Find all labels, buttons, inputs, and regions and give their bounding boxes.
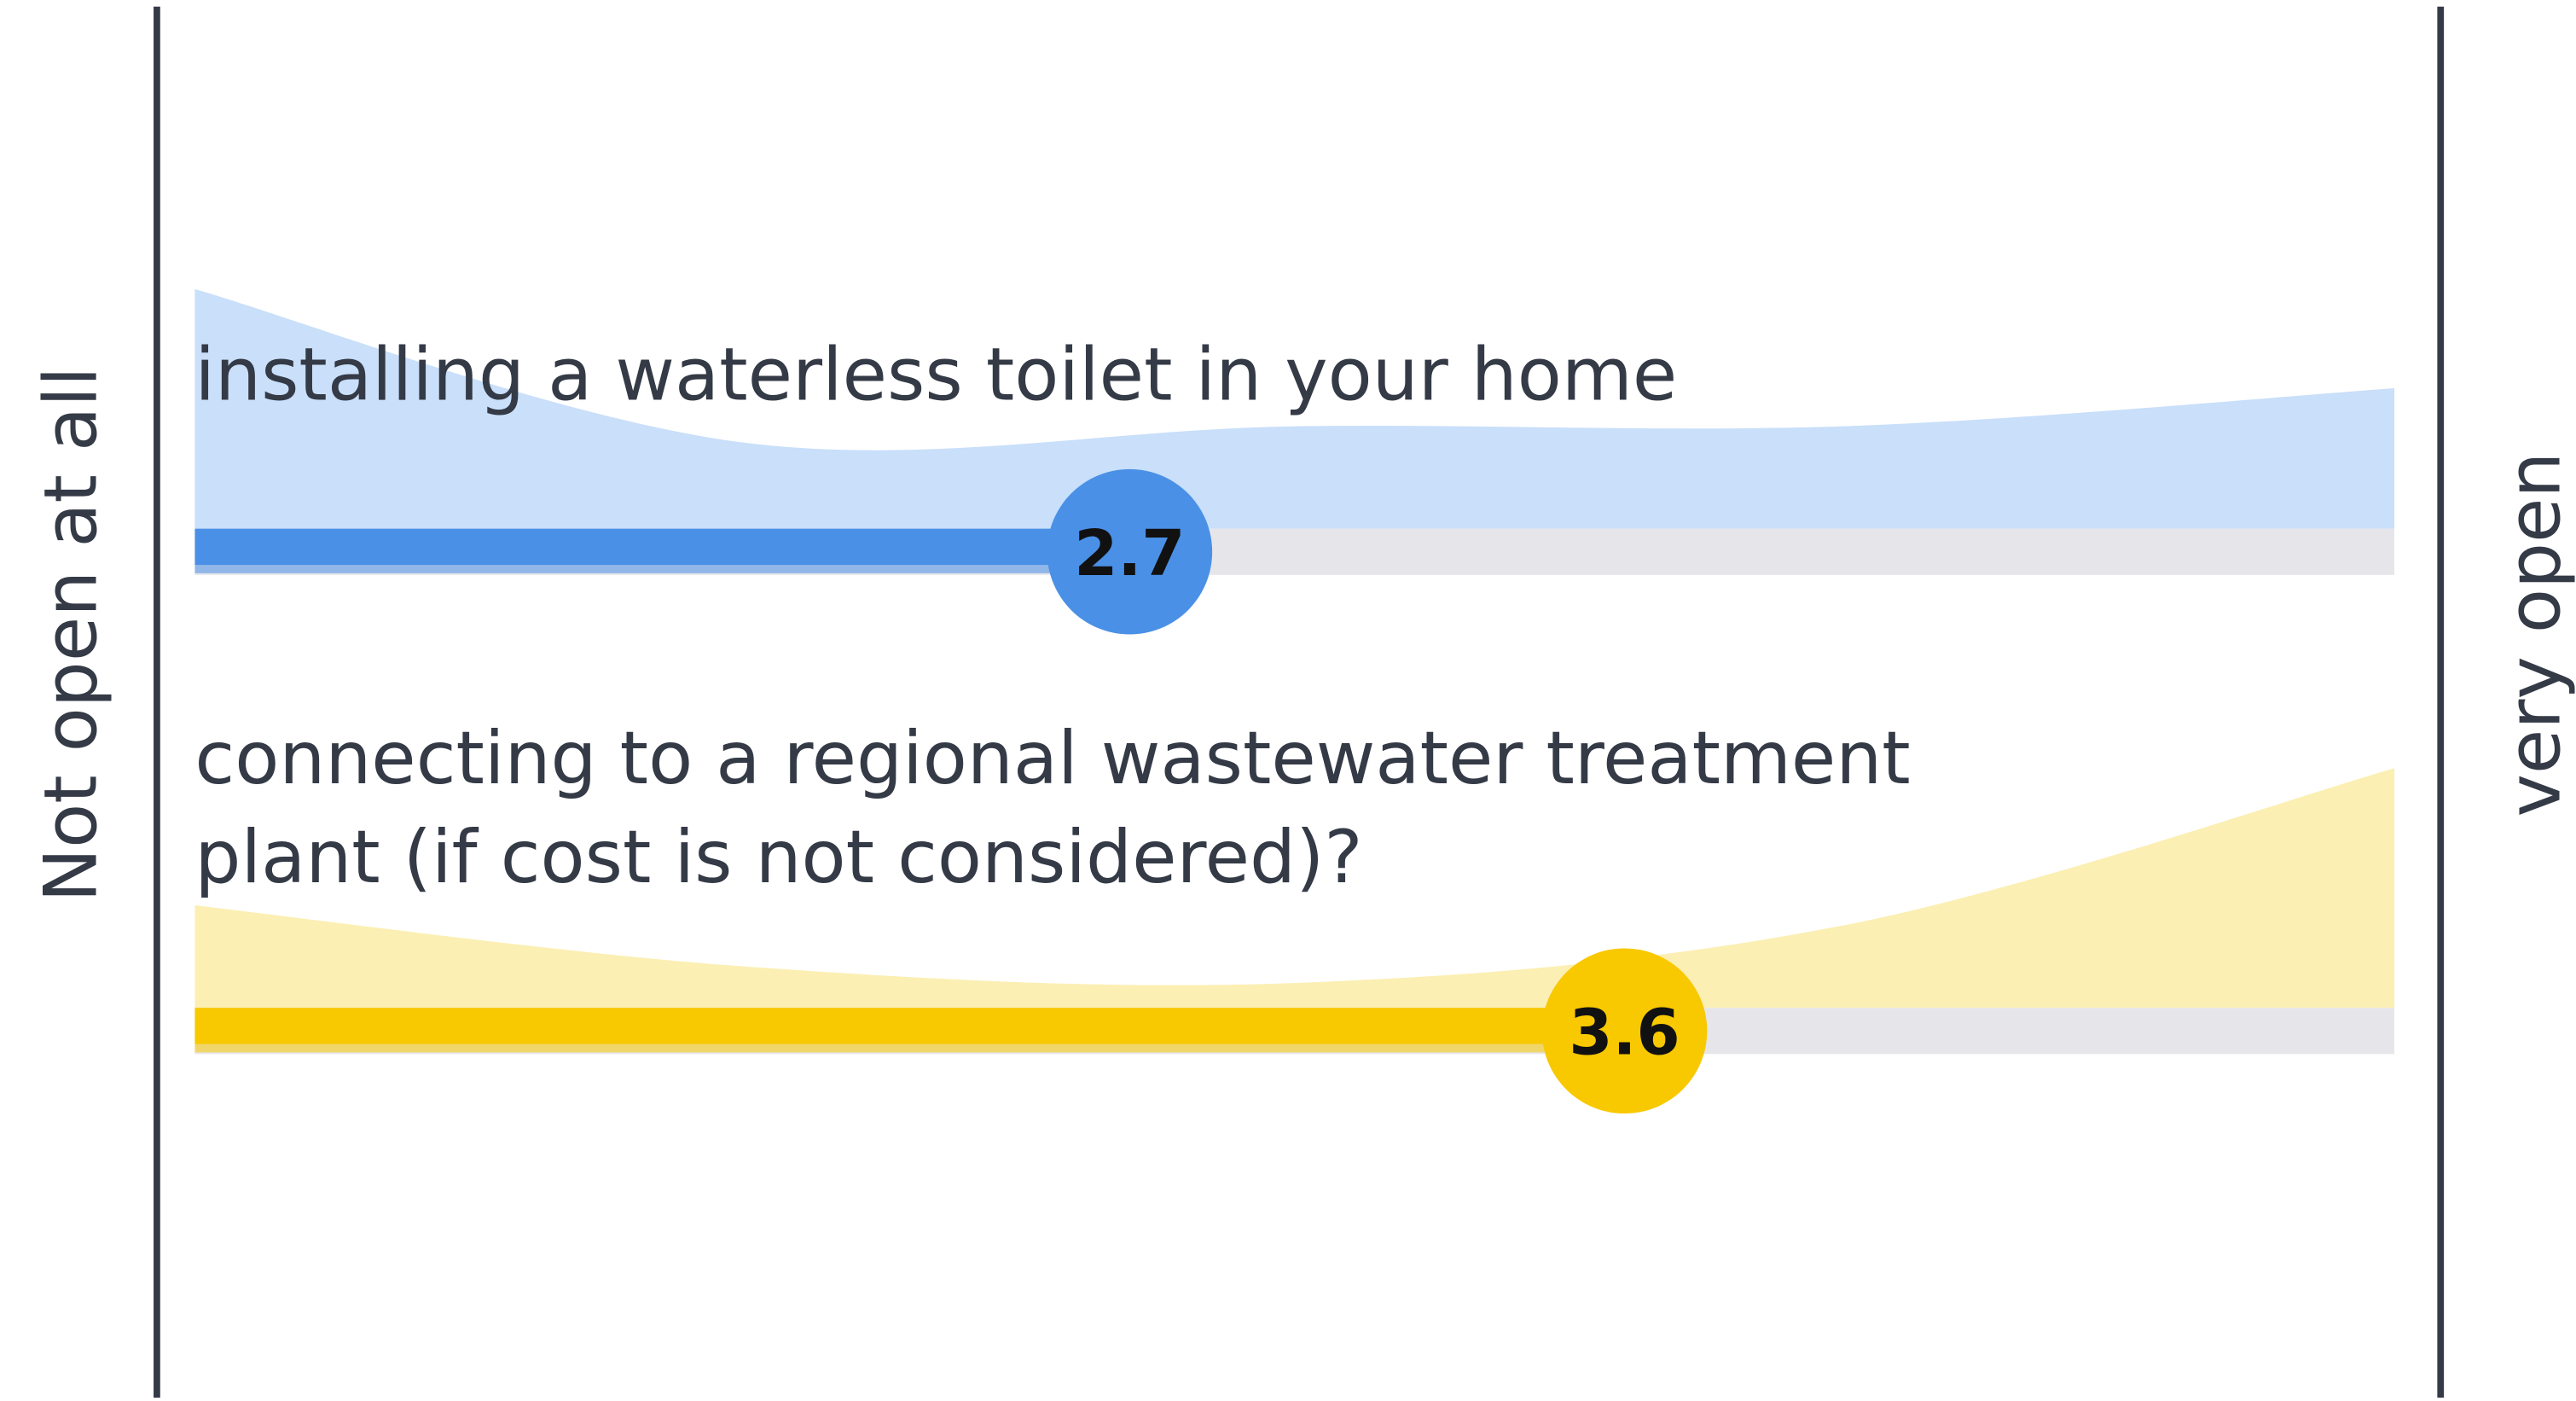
track-fill-strip — [194, 565, 1130, 573]
left-label: Not open at all — [29, 366, 113, 902]
right-label: very open — [2493, 452, 2576, 817]
item-label: installing a waterless toilet in your ho… — [194, 334, 1677, 418]
track-fill — [194, 1008, 1625, 1044]
item-label: connecting to a regional wastewater trea… — [194, 717, 1910, 801]
distribution-area — [194, 768, 2395, 1009]
value-label: 3.6 — [1569, 997, 1680, 1069]
track-fill-strip — [194, 1043, 1625, 1053]
track-fill — [194, 528, 1130, 566]
value-knob — [1047, 468, 1213, 635]
distribution-area — [194, 288, 2395, 529]
item-label: plant (if cost is not considered)? — [194, 816, 1362, 900]
value-label: 2.7 — [1074, 518, 1185, 590]
value-knob — [1541, 948, 1708, 1114]
